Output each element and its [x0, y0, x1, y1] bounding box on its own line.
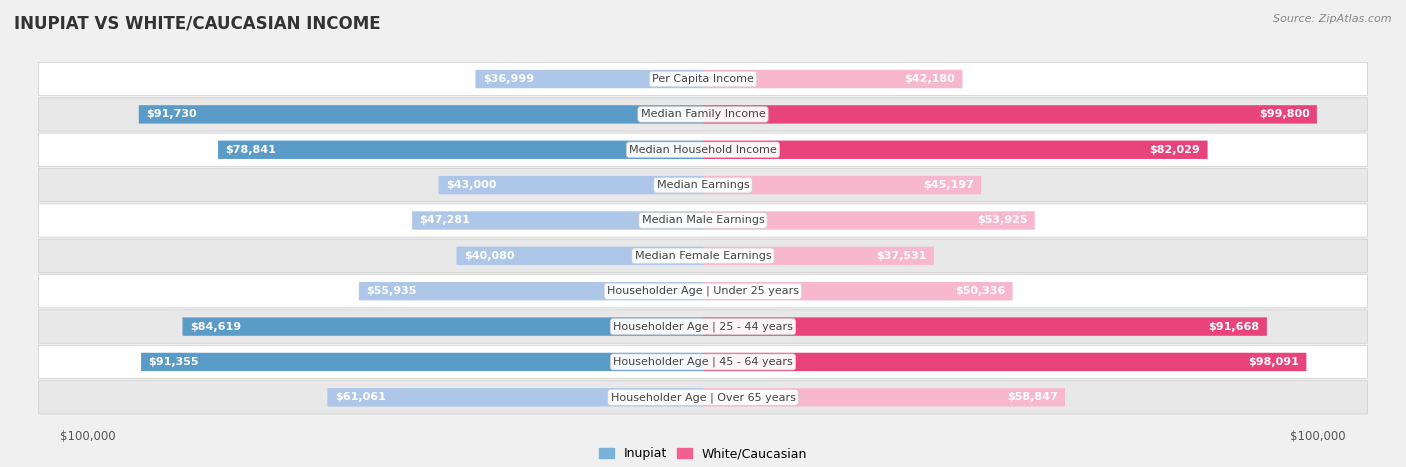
Text: Median Earnings: Median Earnings: [657, 180, 749, 190]
Legend: Inupiat, White/Caucasian: Inupiat, White/Caucasian: [593, 442, 813, 465]
Text: Median Male Earnings: Median Male Earnings: [641, 215, 765, 226]
FancyBboxPatch shape: [39, 133, 1367, 166]
Text: Median Female Earnings: Median Female Earnings: [634, 251, 772, 261]
Text: $61,061: $61,061: [335, 392, 385, 402]
FancyBboxPatch shape: [39, 204, 1367, 237]
FancyBboxPatch shape: [457, 247, 703, 265]
FancyBboxPatch shape: [39, 98, 1367, 131]
FancyBboxPatch shape: [139, 105, 703, 124]
FancyBboxPatch shape: [39, 345, 1367, 379]
Text: Source: ZipAtlas.com: Source: ZipAtlas.com: [1274, 14, 1392, 24]
Text: $50,336: $50,336: [955, 286, 1005, 296]
FancyBboxPatch shape: [141, 353, 703, 371]
FancyBboxPatch shape: [703, 247, 934, 265]
Text: Median Family Income: Median Family Income: [641, 109, 765, 120]
Text: $78,841: $78,841: [225, 145, 277, 155]
Text: INUPIAT VS WHITE/CAUCASIAN INCOME: INUPIAT VS WHITE/CAUCASIAN INCOME: [14, 14, 381, 32]
FancyBboxPatch shape: [703, 70, 963, 88]
Text: Householder Age | Over 65 years: Householder Age | Over 65 years: [610, 392, 796, 403]
Text: $53,925: $53,925: [977, 215, 1028, 226]
FancyBboxPatch shape: [703, 176, 981, 194]
FancyBboxPatch shape: [39, 169, 1367, 202]
Text: $47,281: $47,281: [419, 215, 471, 226]
Text: $99,800: $99,800: [1258, 109, 1309, 120]
FancyBboxPatch shape: [39, 63, 1367, 96]
FancyBboxPatch shape: [39, 275, 1367, 308]
FancyBboxPatch shape: [703, 353, 1306, 371]
Text: $84,619: $84,619: [190, 322, 240, 332]
FancyBboxPatch shape: [703, 141, 1208, 159]
FancyBboxPatch shape: [183, 318, 703, 336]
FancyBboxPatch shape: [439, 176, 703, 194]
FancyBboxPatch shape: [703, 282, 1012, 300]
Text: $36,999: $36,999: [482, 74, 534, 84]
Text: $98,091: $98,091: [1249, 357, 1299, 367]
Text: Median Household Income: Median Household Income: [628, 145, 778, 155]
Text: $91,355: $91,355: [149, 357, 198, 367]
Text: Householder Age | 25 - 44 years: Householder Age | 25 - 44 years: [613, 321, 793, 332]
Text: $82,029: $82,029: [1150, 145, 1201, 155]
Text: Per Capita Income: Per Capita Income: [652, 74, 754, 84]
Text: $37,531: $37,531: [876, 251, 927, 261]
Text: $55,935: $55,935: [367, 286, 416, 296]
Text: $91,668: $91,668: [1208, 322, 1260, 332]
FancyBboxPatch shape: [703, 318, 1267, 336]
FancyBboxPatch shape: [328, 388, 703, 406]
FancyBboxPatch shape: [475, 70, 703, 88]
FancyBboxPatch shape: [412, 211, 703, 230]
FancyBboxPatch shape: [39, 381, 1367, 414]
Text: Householder Age | 45 - 64 years: Householder Age | 45 - 64 years: [613, 357, 793, 367]
Text: $58,847: $58,847: [1007, 392, 1057, 402]
FancyBboxPatch shape: [703, 105, 1317, 124]
Text: $40,080: $40,080: [464, 251, 515, 261]
FancyBboxPatch shape: [359, 282, 703, 300]
FancyBboxPatch shape: [218, 141, 703, 159]
Text: $45,197: $45,197: [922, 180, 973, 190]
FancyBboxPatch shape: [703, 388, 1064, 406]
Text: $42,180: $42,180: [904, 74, 955, 84]
FancyBboxPatch shape: [39, 310, 1367, 343]
Text: Householder Age | Under 25 years: Householder Age | Under 25 years: [607, 286, 799, 297]
FancyBboxPatch shape: [703, 211, 1035, 230]
Text: $43,000: $43,000: [446, 180, 496, 190]
FancyBboxPatch shape: [39, 239, 1367, 272]
Text: $91,730: $91,730: [146, 109, 197, 120]
